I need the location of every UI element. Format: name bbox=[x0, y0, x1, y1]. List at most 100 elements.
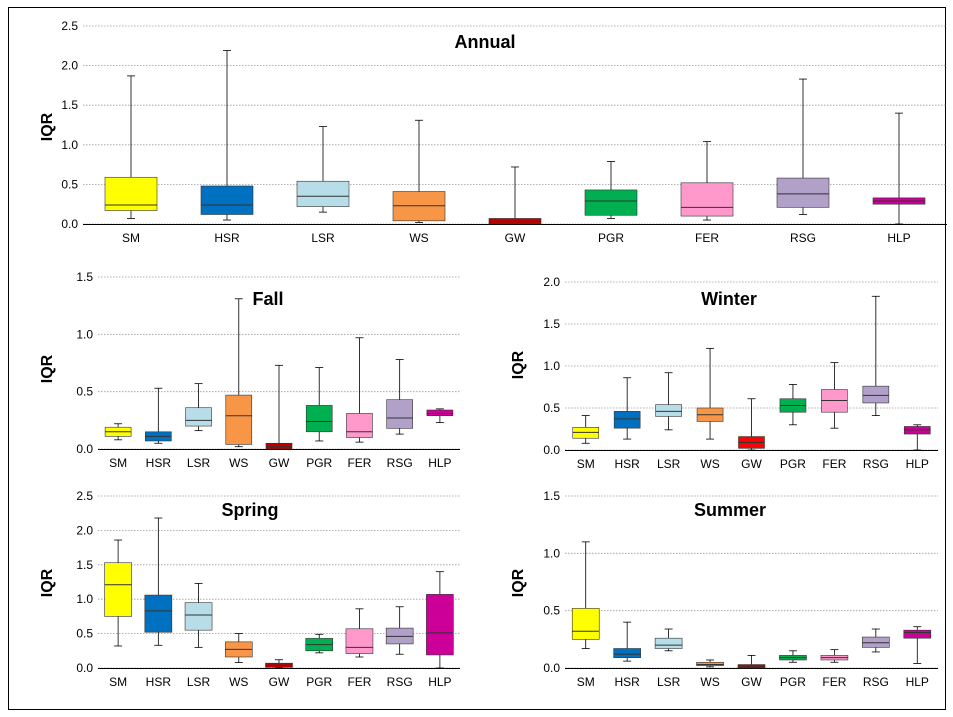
winter-title: Winter bbox=[701, 289, 757, 309]
summer-x-tick-label: FER bbox=[822, 675, 846, 689]
spring-y-axis-label: IQR bbox=[39, 568, 56, 597]
fall-box-pgr bbox=[305, 367, 333, 442]
annual-y-tick-label: 1.5 bbox=[61, 98, 78, 112]
fall-box-fer bbox=[346, 337, 373, 443]
winter-x-tick-label: FER bbox=[822, 457, 846, 471]
spring-x-tick-label: GW bbox=[269, 675, 290, 689]
fall-y-tick-label: 1.0 bbox=[76, 327, 93, 341]
spring-title: Spring bbox=[222, 500, 279, 520]
iqr-box bbox=[265, 442, 293, 450]
spring-box-sm bbox=[104, 539, 132, 647]
annual-box-fer bbox=[680, 141, 734, 221]
winter-box-pgr bbox=[779, 384, 807, 426]
iqr-box bbox=[225, 394, 253, 445]
iqr-box bbox=[104, 562, 132, 617]
iqr-box bbox=[144, 594, 173, 633]
annual-box-hlp bbox=[872, 112, 926, 225]
iqr-box bbox=[654, 637, 683, 649]
spring-y-tick-label: 2.0 bbox=[76, 523, 93, 537]
iqr-box bbox=[184, 602, 213, 631]
fall-y-tick-label: 0.5 bbox=[76, 385, 93, 399]
fall-box-hsr bbox=[145, 387, 172, 444]
fall-title: Fall bbox=[252, 289, 283, 309]
summer-x-tick-label: RSG bbox=[863, 675, 889, 689]
summer-y-tick-label: 1.0 bbox=[543, 546, 560, 560]
iqr-box bbox=[571, 608, 600, 640]
winter-box-rsg bbox=[862, 295, 890, 416]
summer-box-rsg bbox=[862, 628, 890, 653]
spring-x-tick-label: SM bbox=[109, 675, 127, 689]
winter-panel: IQR Winter 0.0 0.5 1.0 1.5 2.0 SM HSR LSR WS GW PG… bbox=[510, 275, 938, 471]
iqr-box bbox=[185, 407, 212, 427]
iqr-box bbox=[104, 176, 158, 211]
iqr-box bbox=[862, 385, 890, 404]
winter-y-axis-label: IQR bbox=[510, 350, 527, 379]
spring-y-tick-label: 0.0 bbox=[76, 661, 93, 675]
spring-y-tick-label: 0.5 bbox=[76, 627, 93, 641]
iqr-box bbox=[584, 189, 638, 216]
fall-x-tick-label: WS bbox=[229, 456, 248, 470]
iqr-box bbox=[696, 661, 724, 667]
spring-y-tick-label: 2.5 bbox=[76, 489, 93, 503]
spring-x-tick-label: LSR bbox=[187, 675, 211, 689]
fall-x-tick-label: HSR bbox=[146, 456, 172, 470]
annual-x-tick-label: PGR bbox=[598, 231, 624, 245]
summer-x-tick-label: HSR bbox=[614, 675, 640, 689]
summer-x-tick-label: LSR bbox=[657, 675, 681, 689]
summer-box-fer bbox=[820, 649, 849, 663]
iqr-box bbox=[655, 404, 682, 417]
spring-x-tick-label: WS bbox=[229, 675, 248, 689]
fall-y-tick-label: 0.0 bbox=[76, 442, 93, 456]
winter-x-tick-label: WS bbox=[700, 457, 719, 471]
winter-x-tick-label: LSR bbox=[657, 457, 681, 471]
winter-box-ws bbox=[696, 347, 724, 440]
annual-box-lsr bbox=[296, 126, 350, 213]
annual-x-tick-label: LSR bbox=[311, 231, 335, 245]
summer-box-hsr bbox=[613, 621, 641, 662]
iqr-box bbox=[862, 636, 890, 648]
iqr-box bbox=[737, 664, 766, 669]
fall-box-hlp bbox=[426, 408, 454, 424]
annual-x-tick-label: HSR bbox=[214, 231, 240, 245]
annual-x-tick-label: WS bbox=[409, 231, 428, 245]
fall-x-tick-label: PGR bbox=[306, 456, 332, 470]
spring-box-gw bbox=[265, 659, 293, 669]
annual-x-tick-label: SM bbox=[122, 231, 140, 245]
iqr-box bbox=[296, 180, 350, 207]
iqr-box bbox=[613, 648, 641, 658]
summer-box-sm bbox=[571, 541, 600, 649]
winter-y-tick-label: 0.0 bbox=[543, 443, 560, 457]
iqr-box bbox=[776, 177, 830, 208]
annual-box-gw bbox=[488, 166, 542, 225]
winter-x-tick-label: SM bbox=[577, 457, 595, 471]
annual-x-tick-label: GW bbox=[505, 231, 526, 245]
winter-box-gw bbox=[738, 398, 765, 451]
summer-title: Summer bbox=[694, 500, 766, 520]
spring-panel: IQR Spring 0.0 0.5 1.0 1.5 2.0 2.5 SM HSR LSR WS G… bbox=[39, 489, 460, 689]
annual-y-tick-label: 0.0 bbox=[61, 217, 78, 231]
winter-box-sm bbox=[572, 415, 600, 444]
annual-x-tick-label: RSG bbox=[790, 231, 816, 245]
winter-x-tick-label: RSG bbox=[863, 457, 889, 471]
winter-x-tick-label: HLP bbox=[906, 457, 929, 471]
annual-box-ws bbox=[392, 119, 446, 223]
fall-box-lsr bbox=[185, 383, 212, 432]
summer-box-pgr bbox=[779, 650, 807, 663]
spring-x-tick-label: RSG bbox=[387, 675, 413, 689]
annual-x-tick-label: FER bbox=[695, 231, 719, 245]
spring-x-tick-label: PGR bbox=[306, 675, 332, 689]
fall-y-axis-label: IQR bbox=[39, 354, 56, 383]
winter-y-tick-label: 0.5 bbox=[543, 401, 560, 415]
iqr-box bbox=[426, 594, 454, 656]
iqr-box bbox=[200, 185, 254, 215]
winter-y-tick-label: 2.0 bbox=[543, 275, 560, 289]
summer-x-tick-label: SM bbox=[577, 675, 595, 689]
spring-x-tick-label: HLP bbox=[428, 675, 451, 689]
winter-box-hsr bbox=[613, 377, 641, 440]
annual-box-sm bbox=[104, 75, 158, 219]
fall-x-tick-label: HLP bbox=[428, 456, 451, 470]
annual-y-axis-label: IQR bbox=[39, 112, 56, 141]
winter-box-lsr bbox=[655, 372, 682, 431]
iqr-box bbox=[386, 399, 413, 429]
